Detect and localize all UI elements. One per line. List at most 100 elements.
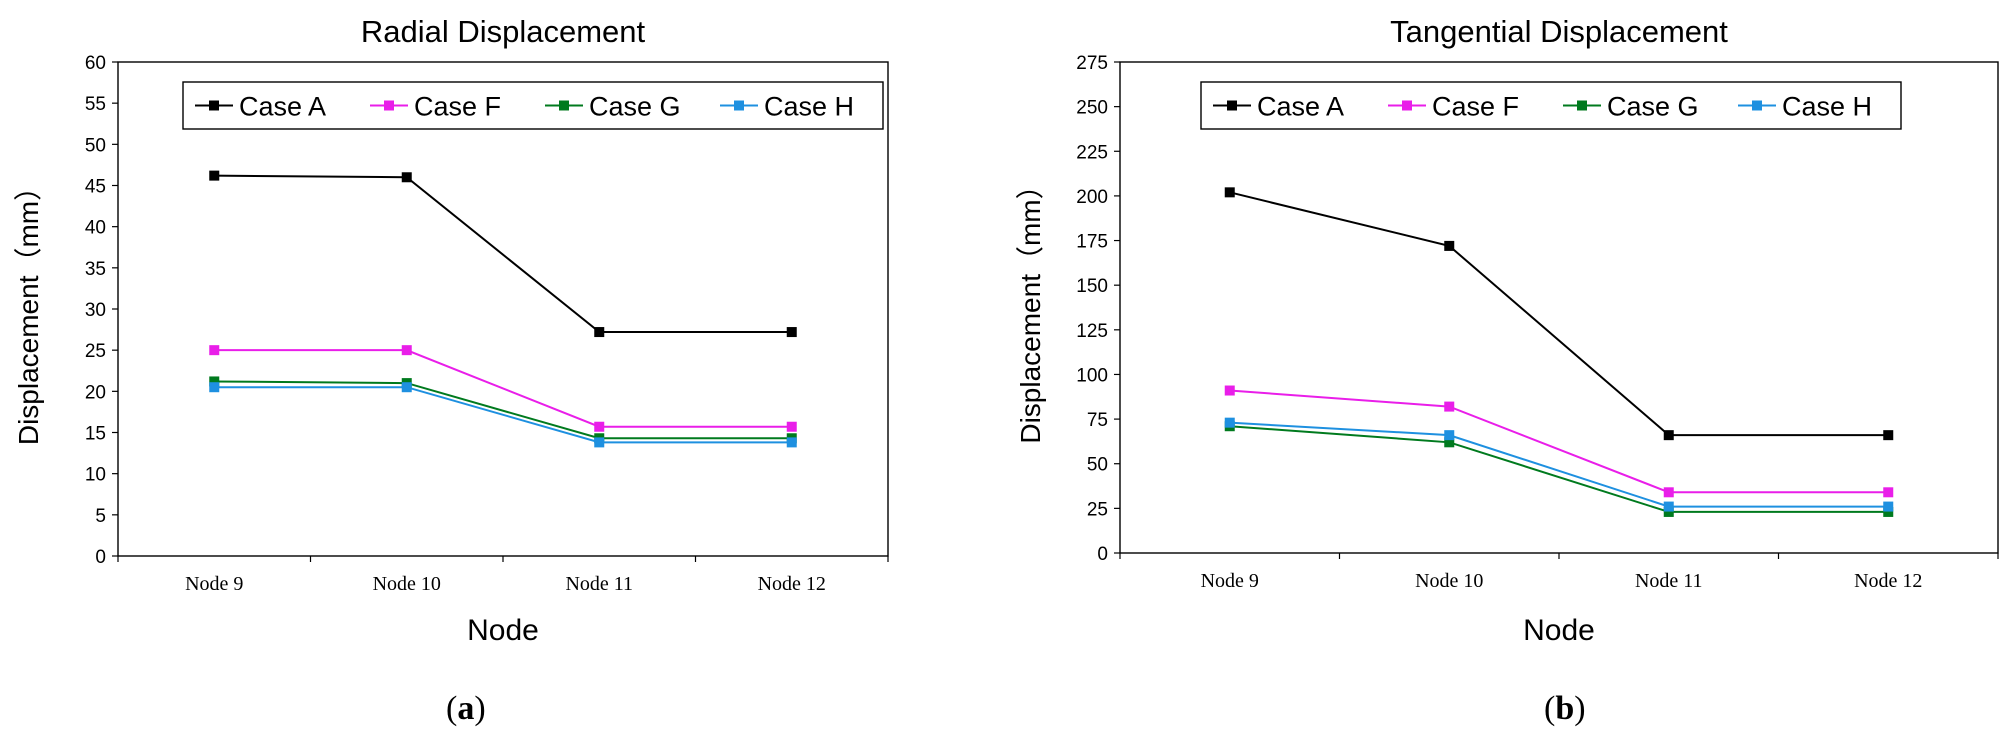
y-tick-label: 60 [85,53,106,74]
plot-area [117,61,889,557]
series-line [1229,425,1889,513]
data-point [401,382,412,393]
series-line [214,174,792,334]
series-line [214,386,792,444]
legend-swatch-marker [1402,100,1412,111]
plot-area [1119,61,1999,554]
x-axis-label: Node [1523,614,1595,647]
y-tick-label: 45 [85,177,106,198]
data-point [401,345,412,356]
data-point [786,421,797,432]
y-tick-label: 30 [85,300,106,321]
y-axis-label: Displacement（mm） [13,173,44,445]
series-line [1229,389,1889,494]
x-tick-label: Node 12 [1854,570,1922,592]
data-point [1444,401,1455,412]
series-case-h [1224,417,1894,512]
data-point [1883,501,1894,512]
data-point [786,327,797,338]
data-point [594,327,605,338]
y-tick-label: 100 [1076,365,1108,386]
y-tick-label: 55 [85,94,106,115]
data-point [1444,437,1455,448]
y-tick-label: 5 [95,506,106,527]
legend-swatch-marker [209,100,219,111]
data-point [1663,487,1674,498]
legend-box [182,81,884,130]
y-tick-label: 25 [85,341,106,362]
data-point [1883,506,1894,517]
chart-1: Tangential Displacement 0 25 50 75 100 125 150 1… [1015,14,1999,647]
y-tick-label: 175 [1076,232,1108,253]
chart-title: Radial Displacement [361,14,646,49]
x-tick-label: Node 12 [758,573,826,595]
legend-entry: Case G [589,92,681,122]
data-point [1663,430,1674,441]
legend-box [1200,81,1902,130]
series-line [1229,191,1889,437]
series-case-a [209,170,797,338]
x-tick-label: Node 10 [1415,570,1483,592]
chart-title: Tangential Displacement [1390,14,1728,49]
series-line [214,349,792,428]
series-case-a [1224,187,1894,441]
y-tick-label: 225 [1076,142,1108,163]
data-point [1883,430,1894,441]
legend-swatch-marker [559,100,569,111]
data-point [594,437,605,448]
data-point [1224,385,1235,396]
legend-entry: Case F [1432,92,1519,122]
data-point [1444,240,1455,251]
y-tick-label: 0 [1097,544,1108,565]
panel-label-b: (b) [1544,690,1586,727]
data-point [1444,430,1455,441]
legend-swatch-marker [1752,100,1762,111]
data-point [209,170,220,181]
series-case-f [1224,385,1894,498]
x-axis-label: Node [467,614,539,647]
legend-swatch-marker [384,100,394,111]
y-tick-label: 275 [1076,53,1108,74]
legend-entry: Case G [1607,92,1699,122]
data-point [1224,417,1235,428]
data-point [209,382,220,393]
x-tick-label: Node 11 [565,573,633,595]
legend: Case A Case F Case G Case H [1200,81,1902,130]
panel-label-a: (a) [446,690,486,727]
x-tick-label: Node 9 [185,573,243,595]
data-point [209,376,220,387]
y-tick-label: 20 [85,382,106,403]
y-tick-label: 125 [1076,321,1108,342]
data-point [1663,501,1674,512]
legend-entry: Case F [414,92,501,122]
data-point [401,172,412,183]
legend-swatch-marker [734,100,744,111]
y-tick-label: 75 [1087,410,1108,431]
data-point [209,345,220,356]
legend-entry: Case A [1257,92,1344,122]
data-point [1663,506,1674,517]
legend-swatch-marker [1227,100,1237,111]
y-tick-label: 35 [85,259,106,280]
series-case-h [209,382,797,448]
data-point [1224,187,1235,198]
x-tick-label: Node 11 [1635,570,1703,592]
chart-0: Radial Displacement 0 5 10 15 20 25 30 35 40 45 50 5… [13,14,889,647]
y-tick-label: 50 [85,135,106,156]
y-tick-label: 0 [95,547,106,568]
y-tick-label: 50 [1087,455,1108,476]
y-tick-label: 150 [1076,276,1108,297]
series-line [214,380,792,440]
series-line [1229,421,1889,508]
legend-swatch-marker [1577,100,1587,111]
x-tick-label: Node 10 [373,573,441,595]
legend-entry: Case H [764,92,854,122]
series-case-f [209,345,797,432]
data-point [786,437,797,448]
y-axis-label: Displacement（mm） [1015,171,1046,443]
x-tick-label: Node 9 [1201,570,1259,592]
y-tick-label: 250 [1076,98,1108,119]
y-tick-label: 25 [1087,499,1108,520]
y-tick-label: 15 [85,424,106,445]
